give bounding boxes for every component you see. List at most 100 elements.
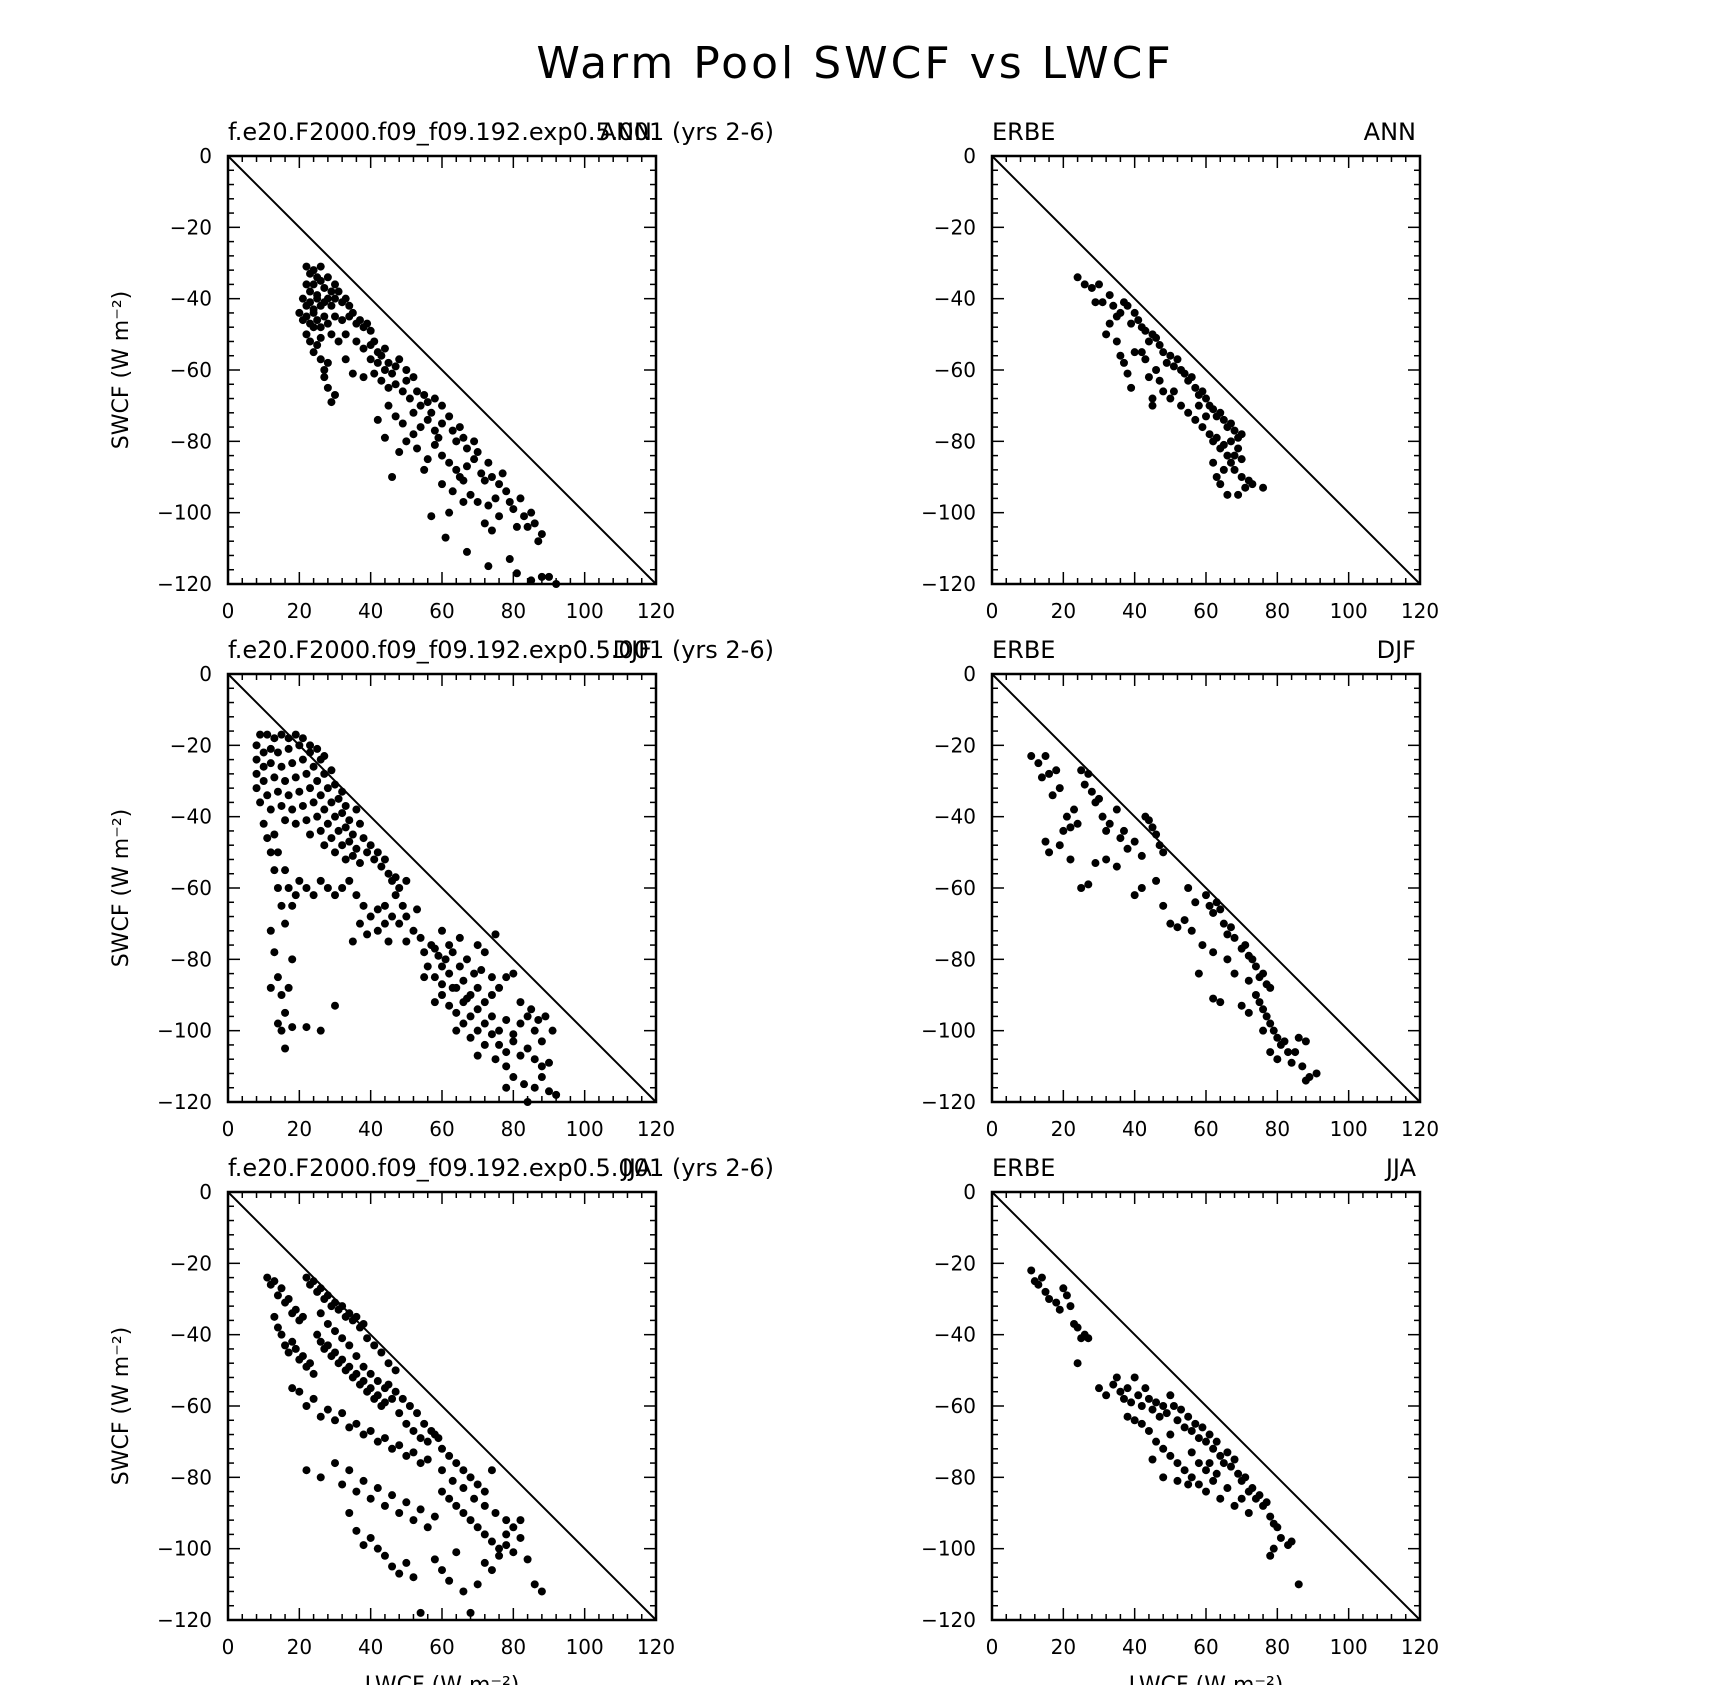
scatter-point bbox=[388, 1491, 397, 1500]
scatter-point bbox=[423, 1455, 432, 1464]
scatter-point bbox=[448, 983, 457, 992]
y-tick-label: 0 bbox=[199, 1180, 212, 1204]
x-tick-label: 80 bbox=[501, 1635, 526, 1659]
scatter-point bbox=[384, 401, 393, 410]
scatter-point bbox=[323, 294, 332, 303]
scatter-point bbox=[1084, 1334, 1093, 1343]
scatter-point bbox=[316, 276, 325, 285]
scatter-point bbox=[1080, 280, 1089, 289]
x-tick-label: 120 bbox=[637, 1117, 675, 1141]
scatter-point bbox=[1169, 387, 1178, 396]
scatter-point bbox=[1202, 394, 1210, 403]
scatter-point bbox=[302, 884, 311, 892]
panel-model-djf: 0 20 40 60 80 100 120 0 −20 −40 −60 −80 −100 −120 f.e2… bbox=[109, 636, 774, 1141]
scatter-point bbox=[430, 440, 439, 449]
y-tick-label: −20 bbox=[170, 733, 212, 757]
scatter-point bbox=[487, 1466, 496, 1475]
y-tick-label: −60 bbox=[170, 1394, 212, 1418]
scatter-point bbox=[1234, 444, 1243, 453]
scatter-point bbox=[480, 1501, 489, 1510]
scatter-point bbox=[1209, 908, 1218, 917]
panel-right-title: DJF bbox=[1377, 636, 1416, 664]
scatter-point bbox=[452, 1548, 461, 1557]
scatter-point bbox=[1109, 1380, 1118, 1389]
scatter-point bbox=[373, 905, 382, 914]
scatter-point bbox=[316, 1337, 325, 1346]
scatter-point bbox=[323, 1319, 332, 1328]
scatter-points bbox=[295, 262, 561, 588]
scatter-point bbox=[363, 1334, 372, 1343]
scatter-point bbox=[370, 855, 379, 864]
scatter-point bbox=[1305, 1073, 1314, 1082]
panel-erbe-jja: 0 20 40 60 80 100 120 0 −20 −40 −60 −80 −100 −120 ERBE… bbox=[921, 1154, 1439, 1685]
scatter-point bbox=[1112, 805, 1121, 814]
panel-right-title: DJF bbox=[613, 636, 652, 664]
scatter-point bbox=[398, 387, 407, 396]
plot-frame bbox=[990, 672, 1422, 1104]
scatter-point bbox=[352, 844, 361, 853]
scatter-point bbox=[295, 308, 304, 317]
scatter-point bbox=[470, 455, 479, 464]
scatter-point bbox=[1155, 376, 1164, 385]
scatter-point bbox=[505, 555, 514, 564]
scatter-point bbox=[1287, 1537, 1296, 1546]
scatter-point bbox=[373, 1377, 382, 1386]
scatter-point bbox=[270, 734, 279, 743]
scatter-point bbox=[1148, 823, 1157, 832]
scatter-point bbox=[380, 855, 389, 864]
scatter-point bbox=[1127, 383, 1136, 392]
scatter-point bbox=[1173, 923, 1182, 932]
scatter-point bbox=[1141, 1384, 1150, 1393]
scatter-point bbox=[348, 308, 357, 317]
scatter-point bbox=[512, 569, 521, 578]
scatter-point bbox=[366, 355, 375, 364]
scatter-point bbox=[1255, 1491, 1264, 1500]
scatter-point bbox=[402, 876, 411, 885]
scatter-point bbox=[302, 262, 311, 271]
scatter-point bbox=[341, 855, 350, 864]
scatter-point bbox=[473, 448, 482, 457]
scatter-point bbox=[1173, 1416, 1182, 1425]
scatter-point bbox=[263, 730, 272, 739]
scatter-point bbox=[380, 1501, 389, 1510]
scatter-point bbox=[1198, 1423, 1207, 1432]
scatter-point bbox=[366, 1369, 375, 1378]
scatter-point bbox=[309, 762, 318, 771]
scatter-point bbox=[484, 501, 493, 510]
scatter-point bbox=[327, 798, 336, 807]
scatter-point bbox=[288, 1337, 297, 1346]
scatter-point bbox=[1312, 1069, 1321, 1078]
scatter-point bbox=[1266, 1019, 1275, 1028]
scatter-point bbox=[1230, 451, 1239, 460]
scatter-point bbox=[359, 1430, 368, 1439]
scatter-point bbox=[309, 308, 318, 317]
x-axis-label: LWCF (W m⁻²) bbox=[365, 1673, 520, 1685]
scatter-point bbox=[1187, 373, 1196, 382]
scatter-point bbox=[413, 1409, 422, 1418]
scatter-point bbox=[1041, 837, 1050, 846]
scatter-point bbox=[1194, 401, 1203, 410]
scatter-point bbox=[491, 1509, 500, 1517]
scatter-point bbox=[1055, 1305, 1064, 1314]
scatter-point bbox=[452, 465, 461, 474]
panel-left-title: f.e20.F2000.f09_f09.192.exp0.5.001 (yrs … bbox=[228, 118, 774, 146]
scatter-point bbox=[266, 744, 275, 753]
scatter-point bbox=[1230, 1455, 1239, 1464]
scatter-point bbox=[1119, 358, 1128, 367]
scatter-point bbox=[473, 1005, 482, 1014]
scatter-point bbox=[498, 469, 507, 478]
scatter-point bbox=[331, 1327, 339, 1336]
scatter-point bbox=[391, 1366, 400, 1375]
scatter-point bbox=[313, 294, 322, 303]
y-axis-label: SWCF (W m⁻²) bbox=[109, 291, 134, 450]
scatter-point bbox=[1073, 1323, 1082, 1332]
scatter-point bbox=[366, 1384, 375, 1393]
scatter-point bbox=[1230, 426, 1239, 435]
x-tick-label: 120 bbox=[637, 1635, 675, 1659]
panel-right-title: ANN bbox=[600, 118, 652, 146]
scatter-point bbox=[1226, 1462, 1235, 1471]
scatter-point bbox=[391, 1387, 400, 1396]
scatter-point bbox=[373, 1437, 382, 1446]
scatter-point bbox=[487, 991, 496, 999]
scatter-point bbox=[1205, 1459, 1214, 1468]
